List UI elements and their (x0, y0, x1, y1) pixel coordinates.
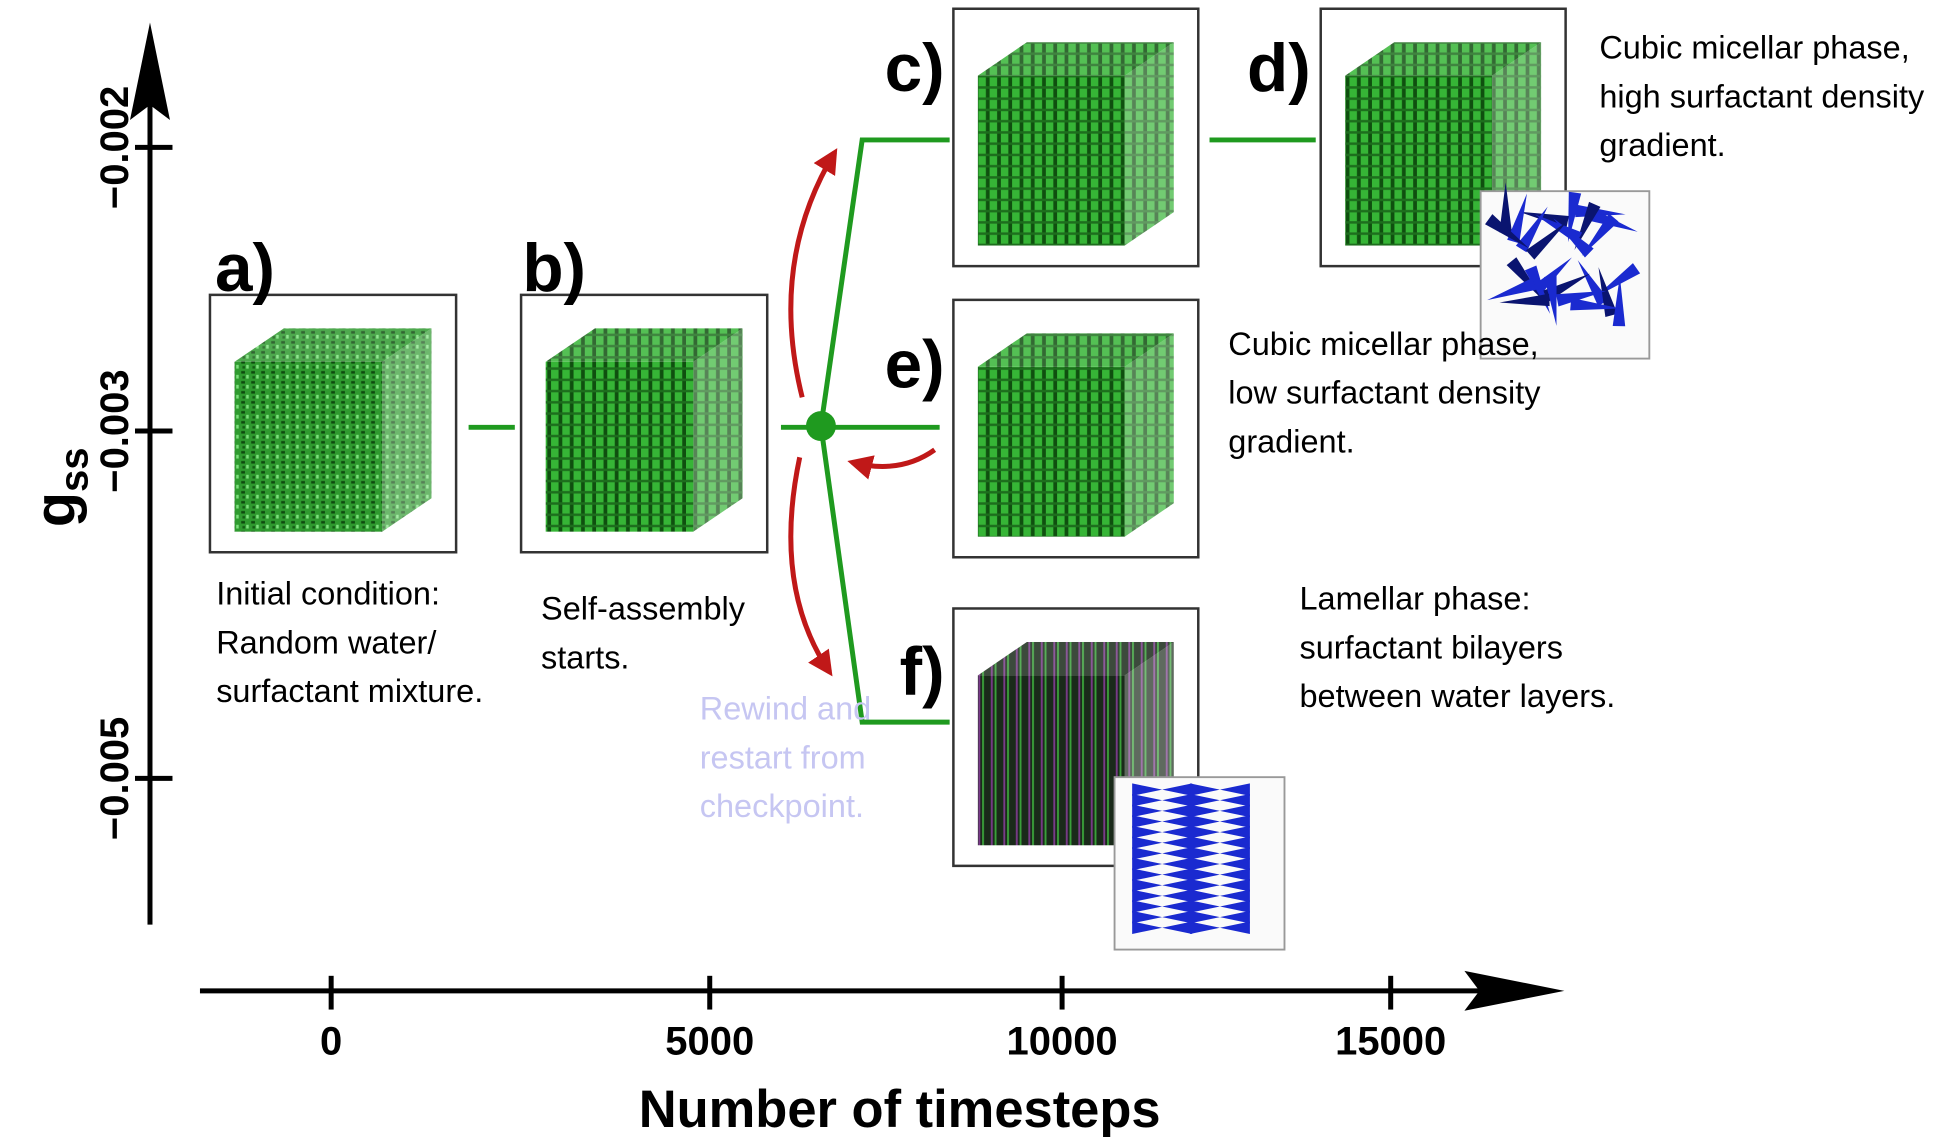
cube-side (1125, 333, 1174, 536)
panel-caption: gradient. (1599, 127, 1725, 163)
panel-label: e) (885, 327, 945, 402)
panel-label: b) (522, 231, 586, 306)
branch-node (806, 411, 836, 441)
cube-side (382, 328, 431, 531)
panel-caption: starts. (541, 639, 629, 675)
x-tick-label: 10000 (1007, 1020, 1118, 1064)
rewind-note: checkpoint. (700, 788, 864, 824)
panel-label: a) (215, 231, 275, 306)
y-label-sub: ss (53, 447, 97, 491)
x-tick-label: 0 (320, 1020, 342, 1064)
panel-label: f) (900, 635, 945, 710)
cube-front (235, 362, 383, 532)
panel-caption: Initial condition: (216, 576, 440, 612)
panel-label: c) (885, 31, 945, 106)
cube-front (978, 367, 1125, 537)
cube-side (1125, 42, 1174, 245)
y-tick-label: −0.003 (93, 369, 137, 492)
panel-caption: Self-assembly (541, 591, 746, 627)
cube-side (693, 328, 742, 531)
cube-front (1345, 76, 1492, 246)
y-tick-label: −0.002 (93, 86, 137, 209)
x-arrow (1464, 971, 1564, 1011)
cube-front (546, 362, 694, 532)
rewind-arrows (791, 152, 935, 672)
panel-caption: gradient. (1228, 423, 1354, 459)
figure: gss −0.002 −0.003 −0.005 0 5000 10000 15… (0, 0, 1953, 1137)
panel-caption: Cubic micellar phase, (1599, 30, 1909, 66)
panel-caption: low surfactant density (1228, 375, 1541, 411)
panel-label: d) (1247, 31, 1311, 106)
x-axis-label: Number of timesteps (639, 1081, 1161, 1137)
cube-front (978, 675, 1125, 845)
y-tick-label: −0.005 (93, 717, 137, 840)
panel-caption: Cubic micellar phase, (1228, 326, 1538, 362)
panel-caption: surfactant bilayers (1299, 629, 1562, 665)
panel-caption: high surfactant density (1599, 78, 1925, 114)
panel-caption: Lamellar phase: (1299, 581, 1530, 617)
rewind-note: restart from (700, 739, 866, 775)
cube-front (978, 76, 1125, 246)
rewind-note: Rewind and (700, 691, 871, 727)
x-tick-label: 15000 (1335, 1020, 1446, 1064)
panel-caption: Random water/ (216, 624, 437, 660)
panel-caption: between water layers. (1299, 678, 1615, 714)
panel-caption: surfactant mixture. (216, 673, 483, 709)
x-tick-label: 5000 (665, 1020, 754, 1064)
y-axis-label: gss (24, 447, 96, 527)
y-label-main: g (24, 492, 88, 527)
